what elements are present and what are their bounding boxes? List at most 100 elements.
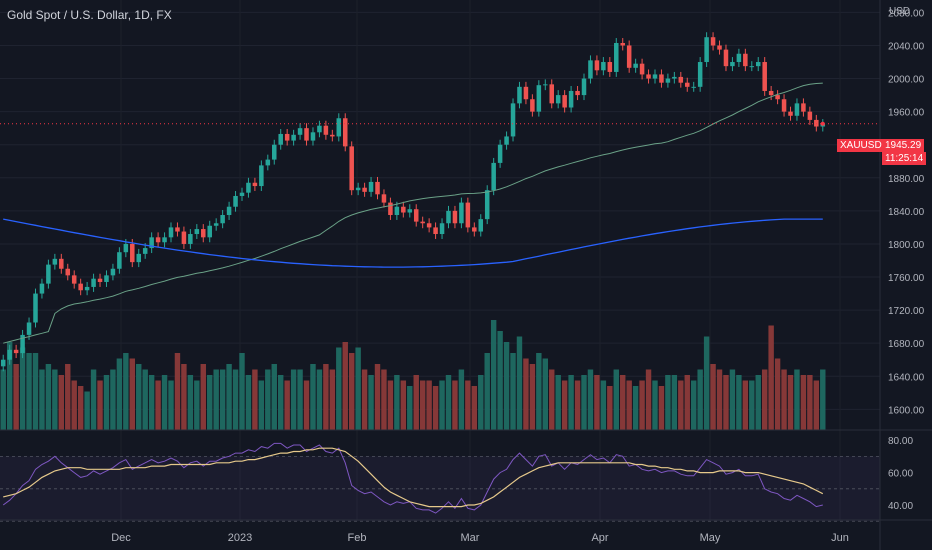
volume-bar [6,342,13,430]
candle-body [465,202,471,228]
rsi-tick-label: 80.00 [888,436,913,447]
volume-bar [303,380,310,430]
volume-bar [536,353,542,430]
candle-body [684,82,690,87]
volume-bar [310,364,316,430]
volume-bar [432,386,439,430]
volume-bar [77,386,84,430]
candle-body [188,234,193,244]
candle-body [523,86,529,100]
volume-bar [232,369,239,430]
candle-body [291,134,296,141]
candle-body [426,223,432,228]
volume-bar [465,380,471,430]
price-candles [0,32,826,372]
volume-bar [19,347,26,430]
volume-bar [678,380,684,430]
volume-bar [768,325,774,430]
volume-bar [110,369,116,430]
candle-body [807,111,813,120]
candle-body [639,63,645,75]
volume-bar [478,375,484,430]
volume-bar [523,358,529,430]
volume-bar [710,364,716,430]
volume-bar [71,380,77,430]
volume-bar [174,353,181,430]
candle-body [510,103,516,137]
volume-bar [123,353,129,430]
candle-body [472,227,477,232]
volume-bar [761,369,768,430]
volume-bar [697,369,703,430]
candle-body [401,206,406,213]
candle-body [220,215,225,224]
candle-body [123,243,129,253]
candle-body [381,194,387,203]
volume-bar [374,364,381,430]
candle-body [581,78,587,96]
volume-bar [549,369,555,430]
candle-body [691,86,696,88]
rsi-ma-line [3,447,824,508]
bar-countdown-tag: 11:25:14 [882,152,927,165]
candle-body [562,95,567,108]
candle-body [407,209,413,213]
candle-body [543,84,548,86]
candle-body [233,195,238,207]
candle-body [284,133,290,141]
candle-body [762,62,767,91]
volume-bar [729,369,736,430]
candle-body [484,190,490,220]
candle-body [536,85,542,112]
candle-body [575,90,580,96]
candle-body [362,187,367,192]
volume-bar [561,380,568,430]
symbol-tag: XAUUSD [837,139,885,152]
candle-body [446,210,451,224]
candle-body [491,162,496,191]
volume-bar [245,375,252,430]
time-tick-label: Dec [111,532,131,544]
volume-bar [407,386,413,430]
volume-bar [194,380,200,430]
volume-bar [316,369,323,430]
candle-body [71,275,77,284]
volume-bar [226,364,232,430]
candle-body [704,37,709,63]
volume-bar [348,353,355,430]
volume-bar [387,380,394,430]
volume-bar [645,369,652,430]
candle-body [39,283,45,294]
volume-bar [400,380,407,430]
volume-bar [361,369,368,430]
volume-bar [0,369,6,430]
volume-bar [684,375,690,430]
volume-bar [665,375,671,430]
volume-bar [800,375,807,430]
candle-body [355,187,361,191]
candle-body [46,264,51,284]
volume-bar [239,353,245,430]
candle-body [375,181,380,195]
price-tick-label: 1680.00 [888,339,925,350]
volume-bar [368,375,374,430]
volume-bar [658,386,665,430]
candle-body [265,159,271,166]
volume-bar [323,364,329,430]
candle-body [239,192,245,196]
candle-body [768,90,774,96]
volume-bar [116,358,123,430]
price-tick-label: 2040.00 [888,41,925,52]
candle-body [459,202,464,224]
candle-body [155,237,161,243]
volume-bar [820,369,826,430]
candle-body [781,99,787,112]
candle-body [207,225,212,238]
candle-body [368,181,374,192]
price-tick-label: 1600.00 [888,405,925,416]
price-tick-label: 2080.00 [888,8,925,19]
volume-bar [626,380,632,430]
currency-label: USD [889,6,911,17]
candle-body [678,76,684,83]
